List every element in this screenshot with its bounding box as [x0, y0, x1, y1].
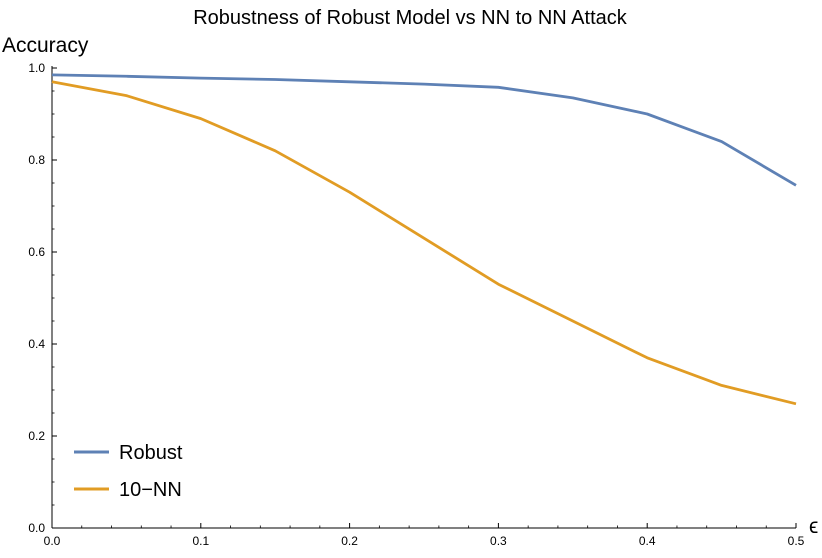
x-tick-label: 0.5 — [788, 534, 805, 548]
y-tick-label: 0.2 — [28, 429, 45, 443]
y-tick-label: 0.0 — [28, 521, 45, 535]
x-tick-label: 0.1 — [192, 534, 209, 548]
x-tick-label: 0.3 — [490, 534, 507, 548]
legend-label-1: 10−NN — [119, 479, 182, 501]
chart-title: Robustness of Robust Model vs NN to NN A… — [193, 7, 628, 29]
x-tick-label: 0.4 — [639, 534, 656, 548]
y-axis-label: Accuracy — [2, 34, 89, 57]
y-tick-label: 0.6 — [28, 245, 45, 259]
series-line-1 — [51, 80, 797, 406]
series-line-0 — [51, 73, 797, 187]
series-lines — [51, 73, 797, 406]
y-tick-label: 1.0 — [28, 61, 45, 75]
legend: Robust 10−NN — [74, 442, 183, 501]
x-tick-label: 0.2 — [341, 534, 358, 548]
x-axis-label: ϵ — [809, 515, 818, 538]
x-tick-label: 0.0 — [44, 534, 61, 548]
axes: 0.0 0.1 0.2 0.3 0.4 0.5 0.0 0.2 0.4 0.6 0.8 1.0 — [28, 61, 804, 548]
y-tick-label: 0.4 — [28, 337, 45, 351]
y-tick-label: 0.8 — [28, 153, 45, 167]
legend-label-0: Robust — [119, 442, 183, 464]
